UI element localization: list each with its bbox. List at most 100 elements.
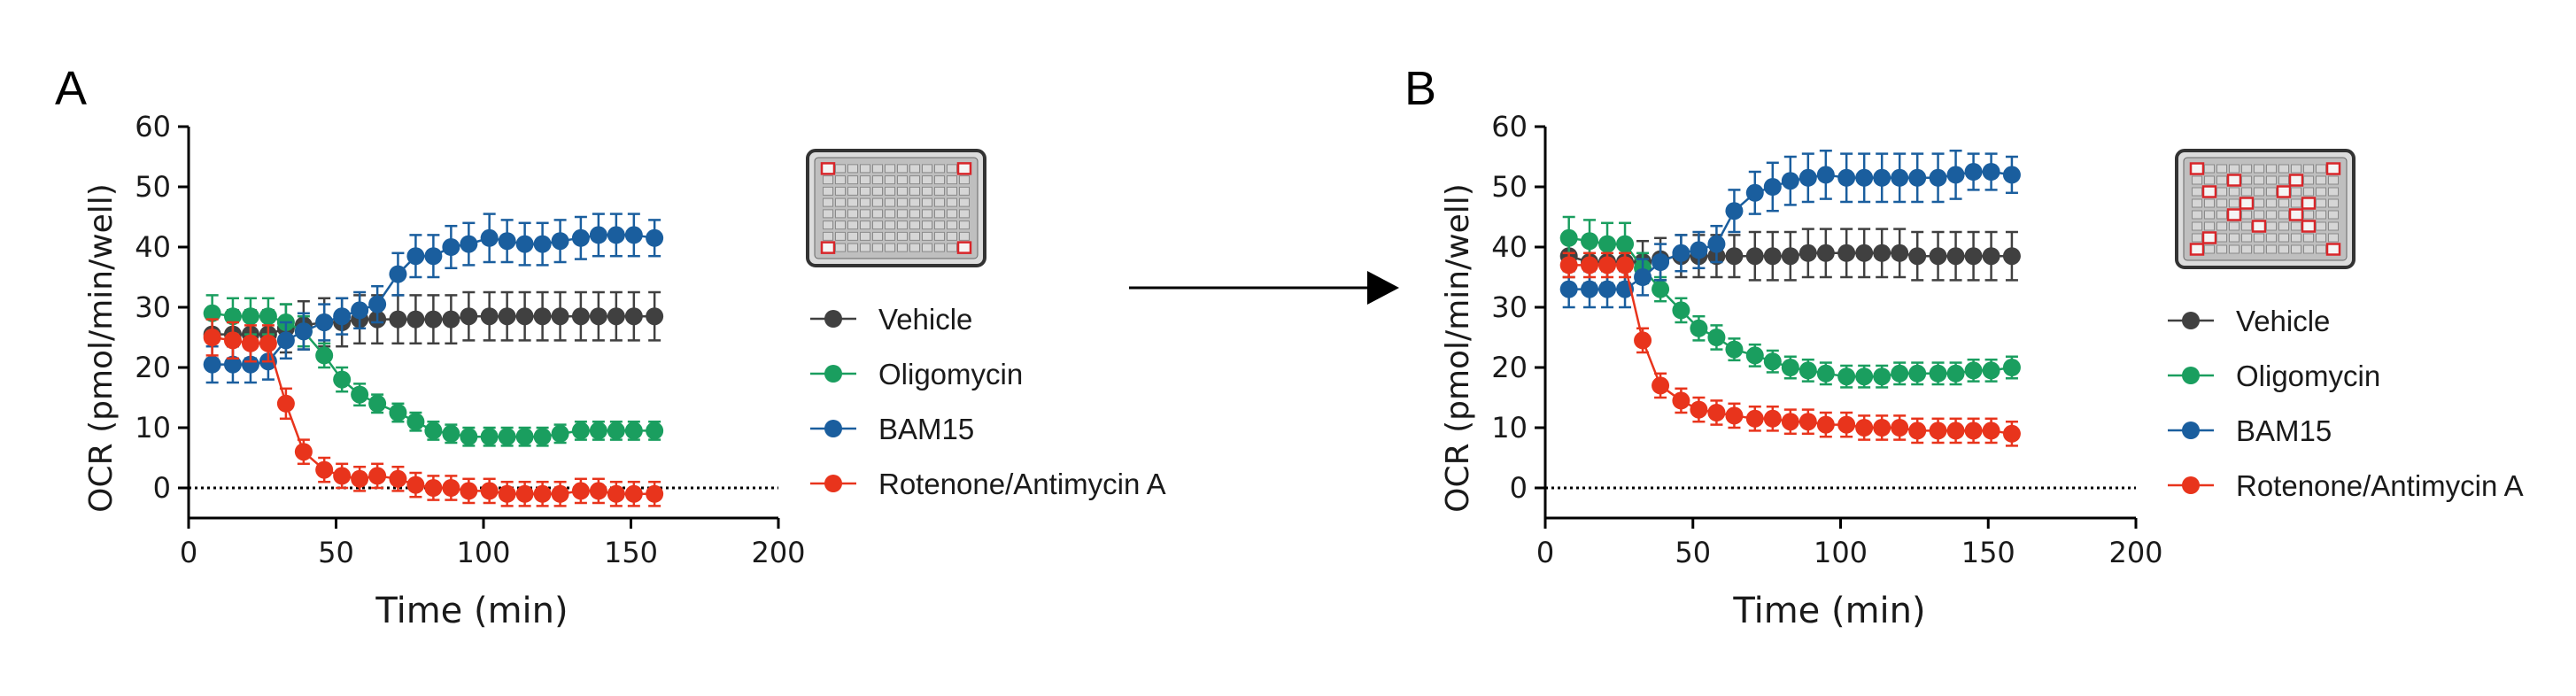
panel-b-data-point <box>1929 168 1947 187</box>
panel-a-well <box>885 186 895 196</box>
panel-b-well <box>2278 164 2289 174</box>
panel-a-well <box>922 209 932 219</box>
panel-a-data-point <box>203 329 221 346</box>
panel-b-data-point <box>1982 247 2000 266</box>
panel-a-well <box>835 209 846 219</box>
panel-a-well <box>959 175 970 185</box>
panel-b-well <box>2254 244 2264 254</box>
panel-b-well <box>2266 244 2277 254</box>
panel-a-well <box>909 243 920 252</box>
panel-b-x-axis-title: Time (min) <box>1732 591 1925 631</box>
panel-a-data-point <box>533 428 552 446</box>
panel-a-data-point <box>533 307 552 326</box>
panel-b-y-tick-label: 50 <box>1491 170 1528 204</box>
panel-b-well <box>2316 164 2326 174</box>
panel-a-well <box>872 197 883 207</box>
panel-b-data-point <box>1725 202 1744 220</box>
panel-b-data-point <box>1559 280 1578 298</box>
panel-b-well <box>2254 210 2264 220</box>
panel-b-well <box>2266 164 2277 174</box>
panel-b-y-tick-label: 20 <box>1491 351 1528 384</box>
panel-b-data-point <box>1982 361 2000 380</box>
panel-a-well <box>860 231 870 241</box>
panel-b-well <box>2291 233 2301 243</box>
panel-a-data-point <box>294 322 313 341</box>
panel-b-data-point <box>1982 163 2000 181</box>
panel-a-data-point <box>498 307 516 326</box>
panel-a-well <box>835 186 846 196</box>
panel-a-well <box>847 186 858 196</box>
panel-a-x-axis-title: Time (min) <box>375 591 568 631</box>
panel-b-well <box>2229 233 2239 243</box>
panel-a-well <box>847 243 858 252</box>
panel-a-data-point <box>571 307 590 326</box>
panel-b-highlighted-well <box>2201 231 2217 244</box>
panel-a-data-point <box>460 428 478 446</box>
panel-b-well <box>2303 210 2314 220</box>
panel-b-well <box>2229 221 2239 231</box>
panel-a-data-point <box>424 479 443 497</box>
panel-b-series-bam15 <box>1559 149 2021 309</box>
panel-a-well <box>885 243 895 252</box>
panel-a-well <box>823 197 833 207</box>
panel-b-data-point <box>1725 406 1744 425</box>
panel-a-data-point <box>315 346 334 365</box>
panel-b-data-point <box>1799 244 1817 262</box>
panel-b-legend: Vehicle Oligomycin BAM15 Rotenone/Antimycin… <box>2168 305 2524 502</box>
panel-b-well <box>2254 187 2264 197</box>
panel-b-data-point <box>1581 232 1599 251</box>
panel-a-series-line <box>212 336 655 496</box>
panel-a-well <box>897 243 908 252</box>
panel-b-well <box>2291 244 2301 254</box>
panel-a-data-point <box>624 484 643 503</box>
panel-a-well <box>885 209 895 219</box>
panel-a-data-point <box>259 334 277 352</box>
panel-a-series-bam15 <box>203 213 664 384</box>
panel-b-data-point <box>1816 244 1835 262</box>
panel-b-well <box>2328 221 2339 231</box>
panel-a-data-point <box>533 235 552 253</box>
panel-a-well <box>947 209 957 219</box>
panel-b-well <box>2216 233 2227 243</box>
panel-a-well <box>872 209 883 219</box>
panel-b-well <box>2328 187 2339 197</box>
panel-a-well <box>860 186 870 196</box>
panel-b-x-tick-label: 50 <box>1675 536 1711 569</box>
panel-a-well <box>835 220 846 230</box>
panel-a-data-point <box>607 421 625 440</box>
panel-b-data-point <box>1855 244 1874 262</box>
panel-b-well <box>2216 175 2227 185</box>
panel-b-well <box>2266 198 2277 208</box>
panel-a-well <box>934 186 945 196</box>
panel-b-well <box>2278 221 2289 231</box>
panel-b-data-point <box>1581 280 1599 298</box>
panel-a-well <box>823 209 833 219</box>
panel-b-data-point <box>1652 280 1670 298</box>
panel-a-data-point <box>241 307 259 326</box>
panel-b-data-point <box>1652 376 1670 395</box>
panel-a-data-point <box>460 235 478 253</box>
panel-b-y-tick-label: 40 <box>1491 230 1528 264</box>
panel-b-well <box>2291 164 2301 174</box>
panel-a-x-tick-label: 0 <box>180 536 197 569</box>
panel-b-highlighted-well <box>2325 243 2341 256</box>
panel-b-series-oligomycin <box>1559 215 2021 389</box>
panel-b-data-point <box>1763 409 1782 428</box>
panel-a-well <box>847 220 858 230</box>
panel-b-well <box>2316 198 2326 208</box>
panel-b-data-point <box>1837 244 1856 262</box>
panel-b-data-point <box>1964 247 1983 266</box>
panel-a-legend-marker <box>824 310 842 328</box>
panel-a-data-point <box>515 428 534 446</box>
panel-a-data-point <box>351 301 369 320</box>
panel-b-legend-item: Rotenone/Antimycin A <box>2168 469 2524 502</box>
panel-b-data-point <box>1745 409 1764 428</box>
panel-b-well <box>2266 175 2277 185</box>
panel-b-well <box>2316 233 2326 243</box>
panel-b-data-point <box>1763 247 1782 266</box>
panel-a-highlighted-well <box>820 241 836 254</box>
panel-a-y-tick-label: 10 <box>135 411 171 445</box>
panel-a-data-point <box>276 331 295 350</box>
panel-a-legend-label: Rotenone/Antimycin A <box>878 468 1166 500</box>
panel-b-well <box>2254 233 2264 243</box>
